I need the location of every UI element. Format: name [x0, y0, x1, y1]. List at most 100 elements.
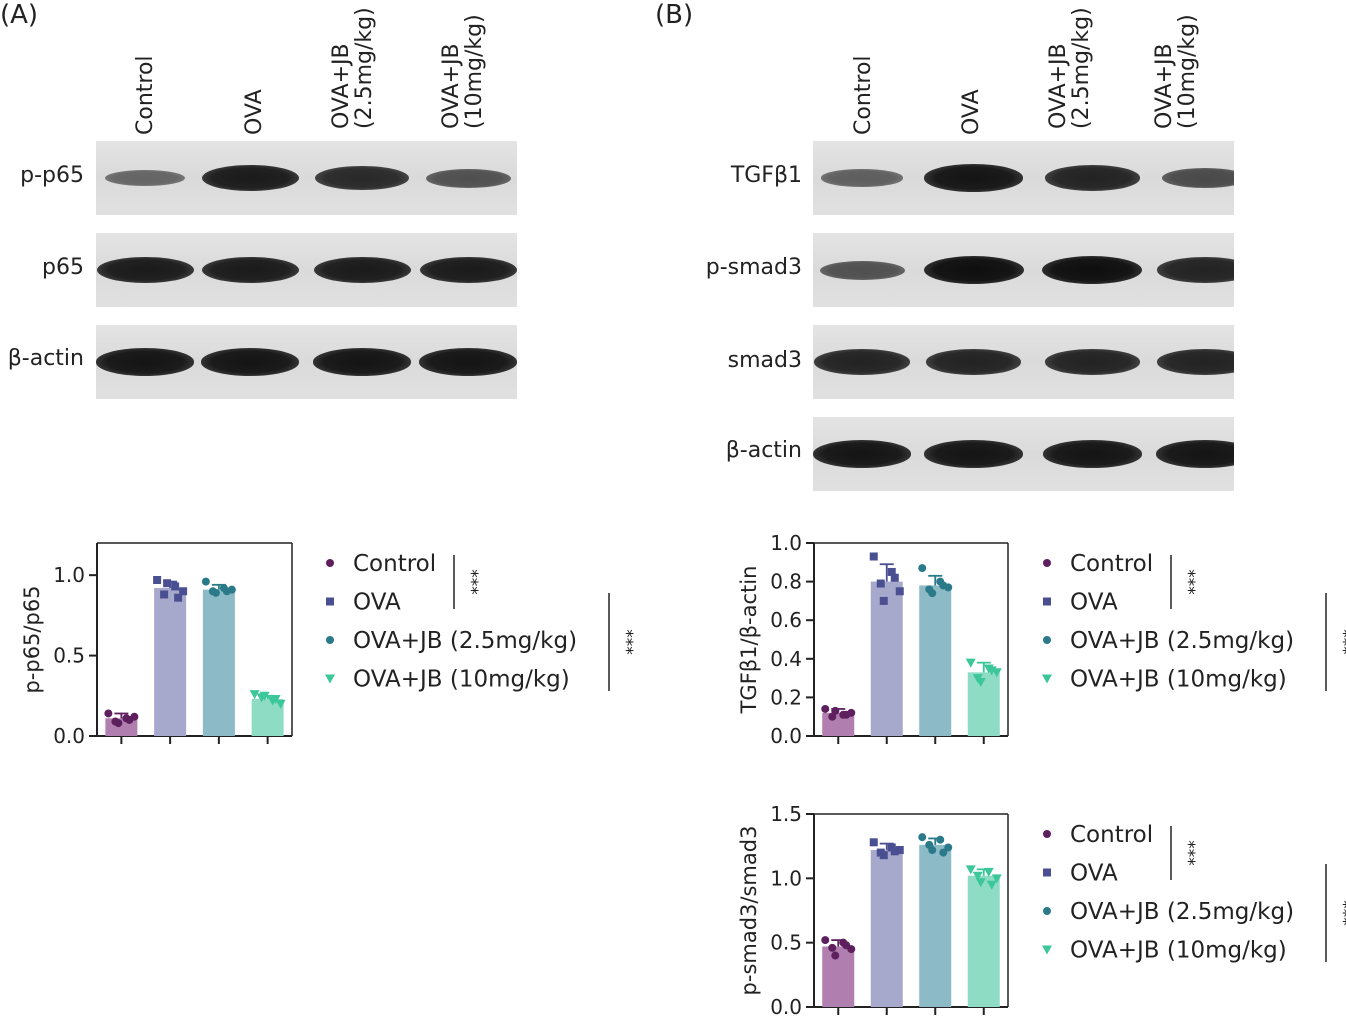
sig-stars: *** — [461, 569, 481, 595]
y-tick-label: 0.2 — [770, 685, 802, 709]
y-tick-label: 0.0 — [770, 995, 802, 1019]
data-point — [869, 838, 878, 847]
data-point — [895, 587, 904, 596]
blot-band — [813, 440, 912, 468]
bar — [154, 588, 187, 736]
y-tick-label: 0.5 — [53, 644, 85, 668]
data-point — [174, 593, 183, 602]
data-point — [965, 865, 976, 875]
bar — [870, 850, 903, 1007]
data-point — [821, 704, 830, 713]
bar — [202, 589, 235, 736]
blot-band — [418, 348, 517, 376]
y-tick-label: 0.0 — [770, 724, 802, 748]
data-point — [890, 573, 899, 582]
data-point — [211, 588, 220, 597]
data-point — [179, 587, 188, 596]
legend-label: OVA+JB (2.5mg/kg) — [1070, 899, 1294, 925]
data-point — [869, 552, 878, 561]
blot-band — [315, 165, 409, 191]
data-point — [1043, 830, 1051, 838]
data-point — [939, 581, 948, 590]
data-point — [983, 867, 994, 877]
blot-band — [925, 349, 1022, 375]
data-point — [1042, 945, 1052, 955]
legend-label: Control — [353, 551, 436, 577]
data-point — [890, 847, 899, 856]
blot-band — [1157, 257, 1234, 283]
bar — [967, 672, 1000, 736]
blot-p-smad3 — [813, 233, 1234, 307]
blot-band — [1042, 256, 1143, 284]
data-point — [1043, 559, 1051, 567]
data-point — [944, 843, 953, 852]
chart-psmad3: 0.0 0.5 1.0 1.5 p-smad3/smad3 Control OVA OVA+J… — [737, 802, 1346, 1019]
data-point — [163, 579, 172, 588]
data-point — [918, 833, 927, 842]
legend-label: OVA — [1070, 590, 1118, 616]
legend-label: OVA+JB (10mg/kg) — [1070, 938, 1287, 964]
blot-band — [924, 440, 1023, 468]
blot-p-p65 — [96, 141, 517, 215]
data-point — [270, 695, 281, 705]
data-point — [887, 567, 896, 576]
y-axis-label: p-smad3/smad3 — [737, 826, 761, 996]
data-point — [965, 658, 976, 668]
blot-band — [924, 164, 1023, 192]
data-point — [842, 710, 851, 719]
data-point — [928, 846, 937, 855]
data-point — [828, 943, 837, 952]
data-point — [895, 846, 904, 855]
blot-band — [201, 164, 299, 192]
legend-label: Control — [1070, 822, 1153, 848]
y-tick-label: 0.0 — [53, 724, 85, 748]
blot-band — [1043, 440, 1142, 468]
data-point — [153, 575, 162, 584]
blot-label-p-p65: p-p65 — [20, 163, 84, 188]
blot-band — [201, 256, 299, 284]
sig-stars: *** — [1178, 569, 1198, 595]
legend: Control OVA OVA+JB (2.5mg/kg) OVA+JB (10mg/… — [1042, 551, 1346, 693]
sig-stars: *** — [1178, 840, 1198, 866]
blot-band — [312, 348, 412, 376]
data-point — [259, 691, 270, 701]
data-point — [326, 559, 334, 567]
blot-label-p65: p65 — [42, 255, 84, 280]
data-point — [879, 851, 888, 860]
blot-p65 — [96, 233, 517, 307]
data-point — [325, 674, 335, 684]
blot-band — [814, 349, 910, 375]
data-point — [939, 848, 948, 857]
y-tick-label: 1.0 — [770, 866, 802, 890]
chart-p65: 0.0 0.5 1.0 p-p65/p65 Control OVA OVA+JB (2.5m… — [20, 542, 636, 748]
data-point — [326, 636, 334, 644]
data-point — [326, 597, 334, 606]
data-point — [972, 871, 983, 881]
blot-band — [419, 256, 517, 284]
blot-band — [1157, 349, 1234, 375]
sig-stars: *** — [1333, 629, 1346, 655]
bar — [919, 585, 952, 736]
legend-label: OVA — [353, 590, 401, 616]
data-point — [1043, 636, 1051, 644]
legend-label: OVA+JB (10mg/kg) — [353, 667, 570, 693]
data-point — [125, 715, 134, 724]
data-point — [986, 666, 997, 676]
data-point — [1043, 597, 1051, 606]
legend-label: OVA+JB (10mg/kg) — [1070, 667, 1287, 693]
blot-label-tgfb1: TGFβ1 — [730, 163, 802, 188]
data-point — [249, 690, 260, 700]
y-tick-label: 0.8 — [770, 570, 802, 594]
blot-smad3 — [813, 325, 1234, 399]
data-point — [160, 590, 169, 599]
data-point — [842, 941, 851, 950]
blot-band — [923, 256, 1024, 284]
y-tick-label: 1.5 — [770, 802, 802, 826]
blot-band — [96, 348, 195, 376]
blot-beta-actin-b — [813, 417, 1234, 491]
legend: Control OVA OVA+JB (2.5mg/kg) OVA+JB (10mg/… — [1042, 822, 1346, 964]
data-point — [876, 579, 885, 588]
data-point — [879, 596, 888, 605]
y-axis-label: TGFβ1/β-actin — [737, 566, 761, 715]
